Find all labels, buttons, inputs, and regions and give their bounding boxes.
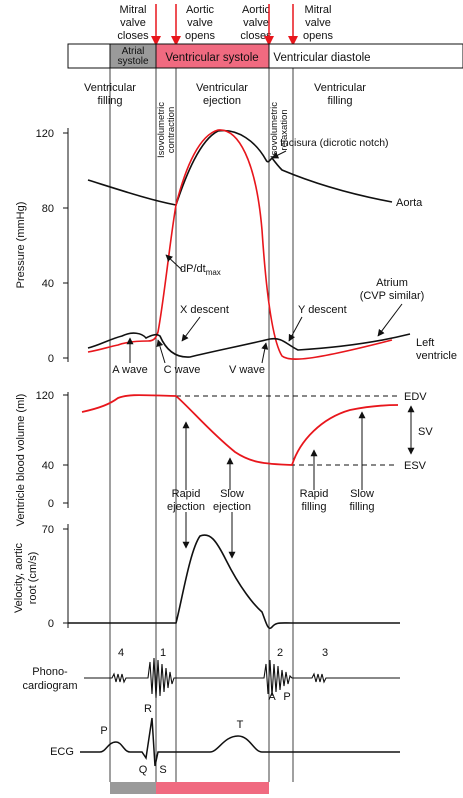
aortic-velocity-curve <box>68 534 400 630</box>
ecg-t-label: T <box>237 719 244 731</box>
ecg-s-label: S <box>159 764 166 776</box>
edv-label: EDV <box>404 391 427 403</box>
svg-text:0: 0 <box>48 498 54 510</box>
sv-label: SV <box>418 426 433 438</box>
bottom-phase-bar <box>110 782 269 794</box>
svg-text:80: 80 <box>42 203 54 215</box>
slow-ejection-label: Slow <box>220 488 244 500</box>
phase-dividers <box>109 68 294 782</box>
a-wave-label: A wave <box>112 364 147 376</box>
pressure-panel: Pressure (mmHg) 120 80 40 0 Incisura (di… <box>15 128 457 376</box>
svg-text:120: 120 <box>36 128 54 140</box>
svg-text:ejection: ejection <box>213 501 251 513</box>
phonocardiogram-trace <box>84 657 400 699</box>
svg-text:contraction: contraction <box>166 107 177 153</box>
volume-panel: Ventricle blood volume (ml) 120 40 0 EDV… <box>15 390 433 559</box>
phase-labels: Ventricular filling Isovolumetric contra… <box>84 82 366 158</box>
atrial-pressure-curve <box>87 332 411 358</box>
svg-text:0: 0 <box>48 618 54 630</box>
event-mitral-closes: Mitral valve closes <box>117 4 149 42</box>
ecg-p-label: P <box>100 725 107 737</box>
phase-bar: Atrial systole Ventricular systole Ventr… <box>67 43 463 69</box>
ecg-trace <box>80 717 400 767</box>
svg-text:filling: filling <box>349 501 374 513</box>
svg-text:ventricle: ventricle <box>416 350 457 362</box>
svg-text:closes: closes <box>117 30 149 42</box>
svg-text:cardiogram: cardiogram <box>22 680 77 692</box>
y-descent-label: Y descent <box>298 304 347 316</box>
atrium-label: Atrium <box>376 277 408 289</box>
svg-text:filling: filling <box>327 95 352 107</box>
svg-text:valve: valve <box>243 17 269 29</box>
ecg-panel: ECG P R Q S T <box>50 703 400 776</box>
svg-text:Mitral: Mitral <box>120 4 147 16</box>
dpdt-label: dP/dtmax <box>180 263 221 277</box>
svg-text:opens: opens <box>303 30 333 42</box>
event-arrows <box>151 4 298 46</box>
esv-label: ESV <box>404 460 427 472</box>
rapid-filling-label: Rapid <box>300 488 329 500</box>
event-aortic-closes: Aortic valve closes <box>240 4 272 42</box>
aorta-label: Aorta <box>396 197 423 209</box>
event-aortic-opens: Aortic valve opens <box>185 4 215 42</box>
rapid-ejection-label: Rapid <box>172 488 201 500</box>
svg-text:valve: valve <box>187 17 213 29</box>
svg-text:Ventricular systole: Ventricular systole <box>165 52 258 64</box>
sound-2-label: 2 <box>277 647 283 659</box>
svg-text:ejection: ejection <box>167 501 205 513</box>
sound-4-label: 4 <box>118 647 124 659</box>
svg-text:70: 70 <box>42 524 54 536</box>
c-wave-label: C wave <box>164 364 201 376</box>
svg-text:relaxation: relaxation <box>279 109 290 150</box>
svg-text:120: 120 <box>36 390 54 402</box>
event-mitral-opens: Mitral valve opens <box>303 4 333 42</box>
svg-text:root (cm/s): root (cm/s) <box>27 552 39 605</box>
left-ventricle-label: Left <box>416 337 434 349</box>
svg-text:Aortic: Aortic <box>242 4 271 16</box>
svg-text:filling: filling <box>301 501 326 513</box>
svg-text:Aortic: Aortic <box>186 4 215 16</box>
svg-text:Ventricular: Ventricular <box>84 82 136 94</box>
v-wave-label: V wave <box>229 364 265 376</box>
velocity-axis-label: Velocity, aortic <box>13 542 25 613</box>
svg-text:Ventricular diastole: Ventricular diastole <box>273 52 370 64</box>
svg-text:ejection: ejection <box>203 95 241 107</box>
svg-text:Isovolumetric: Isovolumetric <box>156 102 167 158</box>
svg-text:(CVP similar): (CVP similar) <box>360 290 425 302</box>
svg-text:40: 40 <box>42 278 54 290</box>
velocity-panel: Velocity, aortic root (cm/s) 70 0 <box>13 524 400 630</box>
svg-text:opens: opens <box>185 30 215 42</box>
svg-text:0: 0 <box>48 353 54 365</box>
phono-label: Phono- <box>32 666 68 678</box>
svg-text:Atrial: Atrial <box>122 46 145 57</box>
ecg-label: ECG <box>50 746 74 758</box>
ventricular-pressure-curve <box>87 129 393 360</box>
svg-text:closes: closes <box>240 30 272 42</box>
svg-text:valve: valve <box>305 17 331 29</box>
slow-filling-label: Slow <box>350 488 374 500</box>
svg-text:Mitral: Mitral <box>305 4 332 16</box>
volume-axis-label: Ventricle blood volume (ml) <box>15 394 27 527</box>
svg-text:Ventricular: Ventricular <box>314 82 366 94</box>
svg-text:filling: filling <box>97 95 122 107</box>
ventricular-volume-curve <box>81 394 399 466</box>
incisura-label: Incisura (dicrotic notch) <box>280 137 389 149</box>
valve-p-label: P <box>283 691 290 703</box>
svg-text:valve: valve <box>120 17 146 29</box>
sound-3-label: 3 <box>322 647 328 659</box>
phonocardiogram-panel: Phono- cardiogram 4 1 2 3 A P <box>22 647 400 703</box>
svg-text:40: 40 <box>42 460 54 472</box>
svg-text:Isovolumetric: Isovolumetric <box>269 102 280 158</box>
ecg-r-label: R <box>144 703 152 715</box>
sound-1-label: 1 <box>160 647 166 659</box>
svg-text:systole: systole <box>117 56 149 67</box>
pressure-axis-label: Pressure (mmHg) <box>15 202 27 289</box>
x-descent-label: X descent <box>180 304 229 316</box>
ecg-q-label: Q <box>139 764 148 776</box>
svg-text:Ventricular: Ventricular <box>196 82 248 94</box>
valve-a-label: A <box>268 691 276 703</box>
